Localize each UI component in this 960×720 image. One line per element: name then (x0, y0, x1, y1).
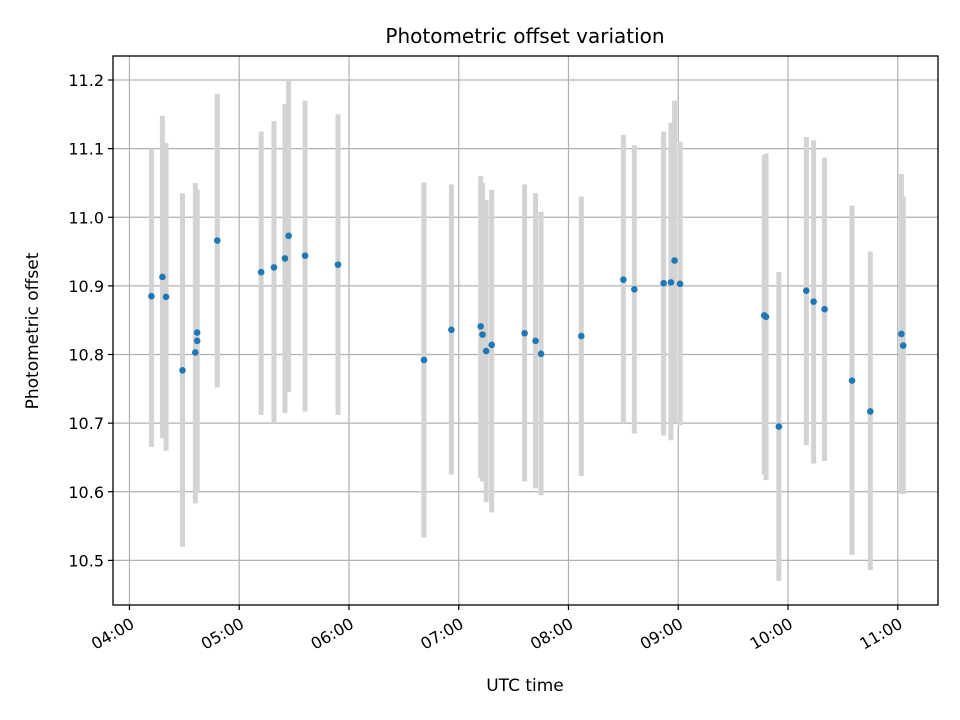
data-point (179, 367, 186, 374)
data-point (532, 337, 539, 345)
data-point (213, 237, 221, 244)
data-point (192, 349, 199, 356)
data-point (162, 293, 170, 301)
data-point (193, 337, 201, 345)
data-point (285, 232, 292, 240)
data-point (301, 252, 309, 259)
data-point (148, 292, 155, 300)
data-point (334, 261, 342, 268)
data-point (620, 276, 627, 284)
data-point (810, 298, 817, 305)
data-point (270, 264, 278, 271)
data-point (867, 408, 874, 415)
data-point (676, 280, 684, 288)
data-point (479, 331, 486, 338)
data-point (537, 350, 545, 358)
y-tick-label: 11.2 (68, 71, 104, 90)
data-point (631, 286, 638, 293)
y-tick-label: 10.7 (68, 414, 104, 433)
y-tick-label: 10.6 (68, 483, 104, 502)
plot-frame (112, 55, 939, 606)
y-tick-label: 10.8 (68, 346, 104, 365)
data-point (671, 257, 678, 264)
data-point (899, 342, 907, 349)
data-point (762, 313, 770, 321)
y-axis-label: Photometric offset (23, 252, 43, 409)
data-point (448, 326, 455, 334)
chart-title: Photometric offset variation (385, 24, 664, 48)
y-axis-ticks: 10.5 10.6 10.7 10.8 10.9 11.0 11.1 11.2 (68, 71, 113, 570)
data-points (148, 232, 907, 430)
y-tick-label: 10.9 (68, 277, 104, 296)
data-point (477, 323, 484, 330)
y-tick-label: 11.0 (68, 208, 104, 227)
data-point (667, 279, 675, 286)
data-point (488, 341, 495, 349)
data-point (821, 305, 828, 313)
data-point (193, 329, 201, 336)
data-point (521, 329, 528, 337)
x-axis-label: UTC time (486, 676, 564, 696)
y-tick-label: 10.5 (68, 551, 104, 570)
data-point (802, 287, 810, 294)
data-point (159, 273, 166, 281)
data-point (775, 423, 783, 430)
data-point (577, 332, 585, 340)
data-point (848, 377, 856, 384)
data-point (482, 347, 490, 355)
y-tick-label: 11.1 (68, 140, 104, 159)
data-point (281, 255, 289, 262)
data-point (898, 330, 905, 338)
data-point (420, 356, 428, 364)
data-point (660, 279, 667, 287)
data-point (257, 268, 265, 276)
